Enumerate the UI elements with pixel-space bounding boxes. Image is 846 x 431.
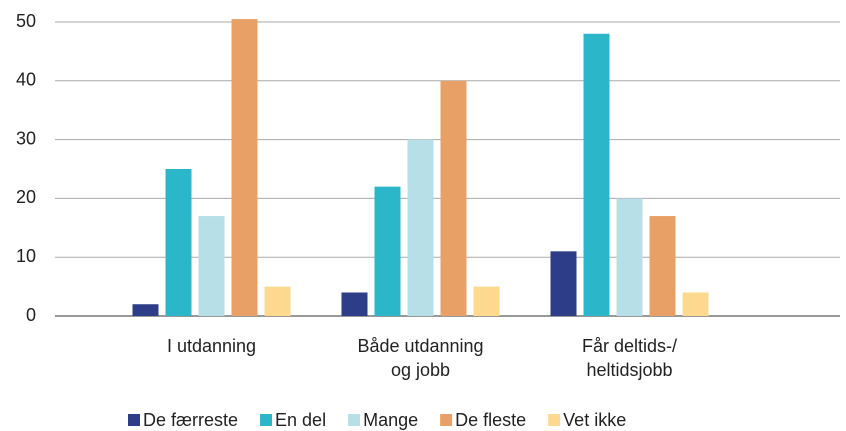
bar	[374, 186, 401, 316]
x-tick-label: I utdanning	[166, 336, 257, 356]
bar	[440, 80, 467, 316]
x-tick-label: Får deltids-/ heltidsjobb	[581, 336, 678, 380]
legend-swatch	[260, 414, 273, 426]
bar	[649, 216, 676, 316]
legend-swatch	[128, 414, 140, 426]
bar	[165, 169, 192, 316]
legend-swatch	[440, 414, 453, 426]
y-tick-label: 50	[16, 11, 36, 31]
legend-label: De færreste	[143, 410, 238, 430]
y-tick-label: 20	[16, 187, 36, 207]
bar	[550, 251, 577, 316]
x-tick-label: Både utdanning og jobb	[357, 336, 484, 380]
bar	[198, 216, 225, 316]
legend-swatch	[548, 414, 561, 426]
bar	[616, 198, 643, 316]
bar	[132, 304, 159, 316]
legend-label: De fleste	[455, 410, 526, 430]
bar	[264, 286, 291, 316]
y-tick-label: 40	[16, 70, 36, 90]
legend-label: Vet ikke	[563, 410, 626, 430]
bar	[682, 292, 709, 316]
y-tick-label: 30	[16, 128, 36, 148]
bar	[341, 292, 368, 316]
legend-label: En del	[275, 410, 326, 430]
bar	[473, 286, 500, 316]
y-tick-label: 10	[16, 246, 36, 266]
bar	[231, 19, 258, 317]
bar	[583, 33, 610, 316]
y-tick-label: 0	[26, 305, 36, 325]
bar	[407, 139, 434, 316]
legend-label: Mange	[363, 410, 418, 430]
legend-swatch	[348, 414, 361, 426]
